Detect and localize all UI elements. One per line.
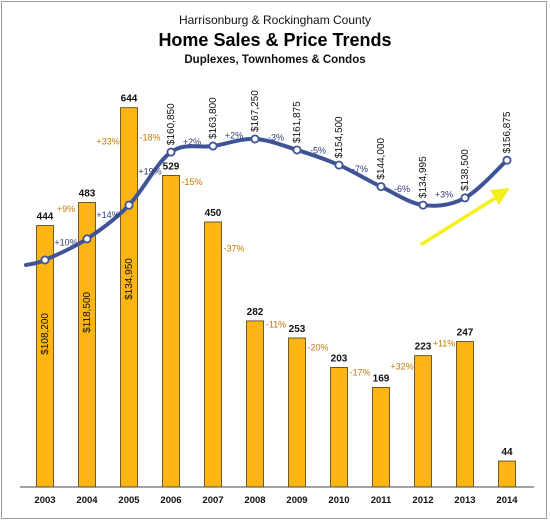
bar-change-label-2010: -20%	[307, 343, 328, 353]
bar-change-label-2004: +9%	[57, 204, 75, 214]
bar-value-label-2004: 483	[79, 189, 96, 200]
chart-subtitle: Duplexes, Townhomes & Condos	[184, 54, 365, 66]
bar-value-label-2008: 282	[247, 307, 264, 318]
price-label-2012: $134,995	[418, 156, 429, 198]
price-change-label-2013: +3%	[435, 189, 453, 199]
bar-change-label-2006: -18%	[139, 133, 160, 143]
price-change-label-2007: +2%	[183, 137, 201, 147]
price-change-label-2008: +2%	[225, 130, 243, 140]
bar-change-label-2008: -37%	[223, 243, 244, 253]
price-label-2007: $163,800	[208, 97, 219, 139]
price-point-2006	[166, 147, 176, 157]
bar-2012	[414, 355, 432, 488]
bar-change-label-2005: +33%	[96, 137, 119, 147]
price-point-2004	[82, 234, 92, 244]
price-change-label-2006: +19%	[138, 167, 161, 177]
price-point-2010	[334, 160, 344, 170]
bar-value-label-2003: 444	[37, 211, 54, 222]
price-line	[24, 136, 509, 267]
x-tick-label-2010: 2010	[328, 495, 349, 506]
bar-value-label-2014: 44	[501, 447, 513, 458]
x-tick-label-2004: 2004	[76, 495, 98, 506]
price-change-label-2011: -7%	[352, 164, 368, 174]
price-label-2006: $160,850	[166, 103, 177, 145]
price-change-label-2009: -3%	[268, 132, 284, 142]
price-change-label-2010: -5%	[310, 146, 326, 156]
bar-2014	[498, 460, 516, 488]
price-label-2008: $167,250	[250, 90, 261, 132]
price-point-2005	[124, 200, 134, 210]
price-label-2010: $154,500	[334, 116, 345, 158]
bar-value-label-2007: 450	[205, 208, 222, 219]
bar-value-label-2013: 247	[457, 328, 474, 339]
bar-2011	[372, 387, 390, 488]
bar-series: 444 483 +9% 644 +33% 529 -18% 450 -15% 282 -37% 253…	[36, 94, 516, 488]
price-point-2003	[40, 255, 50, 265]
price-change-label-2005: +14%	[96, 210, 119, 220]
x-tick-label-2012: 2012	[412, 495, 433, 506]
x-tick-label-2013: 2013	[454, 495, 475, 506]
price-label-2009: $161,875	[292, 101, 303, 143]
chart-title: Home Sales & Price Trends	[158, 30, 391, 50]
x-axis: 2003 2004 2005 2006 2007 2008 2009 2010 2011 2012…	[20, 486, 534, 506]
bar-value-label-2005: 644	[121, 94, 138, 105]
x-tick-label-2009: 2009	[286, 495, 307, 506]
bar-2003	[36, 225, 54, 488]
price-point-2013	[460, 193, 470, 203]
price-point-2009	[292, 145, 302, 155]
price-label-2004: $118,500	[82, 291, 93, 332]
bar-value-label-2012: 223	[415, 342, 432, 353]
chart-supertitle: Harrisonburg & Rockingham County	[179, 13, 371, 27]
trend-arrow	[420, 188, 510, 246]
price-series: $108,200 $118,500 +10% $134,950 +14% $160,850…	[24, 90, 513, 355]
price-point-2011	[376, 182, 386, 192]
bar-2004	[78, 202, 96, 488]
trend-arrow-shaft	[420, 195, 499, 246]
bar-change-label-2009: -11%	[266, 319, 286, 329]
price-change-label-2004: +10%	[54, 237, 77, 247]
price-point-2012	[418, 200, 428, 210]
price-label-2003: $108,200	[40, 313, 51, 355]
x-tick-label-2003: 2003	[34, 495, 55, 506]
x-tick-label-2005: 2005	[118, 495, 140, 506]
x-tick-label-2006: 2006	[160, 495, 181, 506]
bar-value-label-2009: 253	[289, 324, 306, 335]
price-point-2007	[208, 141, 218, 151]
bar-change-label-2013: +11%	[433, 339, 456, 349]
x-tick-label-2014: 2014	[496, 495, 518, 506]
bar-2009	[288, 337, 306, 488]
bar-2010	[330, 367, 348, 488]
bar-2006	[162, 175, 180, 488]
bar-2007	[204, 221, 222, 488]
bar-change-label-2011: -17%	[349, 367, 370, 377]
x-tick-label-2007: 2007	[202, 495, 223, 506]
bar-change-label-2012: +32%	[390, 362, 413, 372]
x-tick-label-2008: 2008	[244, 495, 265, 506]
bar-value-label-2011: 169	[373, 373, 390, 384]
bar-2013	[456, 341, 474, 488]
price-point-2008	[250, 134, 260, 144]
price-change-label-2012: -6%	[394, 184, 410, 194]
trend-arrow-head	[490, 188, 510, 205]
price-label-2013: $138,500	[460, 149, 471, 191]
bar-change-label-2007: -15%	[181, 177, 202, 187]
price-point-2014	[502, 155, 512, 165]
bar-2008	[246, 320, 264, 488]
price-label-2005: $134,950	[124, 258, 135, 300]
price-label-2014: $156,875	[502, 111, 513, 153]
bar-value-label-2010: 203	[331, 353, 348, 364]
x-tick-label-2011: 2011	[371, 495, 392, 506]
bar-value-label-2006: 529	[163, 161, 180, 172]
price-label-2011: $144,000	[376, 137, 387, 179]
